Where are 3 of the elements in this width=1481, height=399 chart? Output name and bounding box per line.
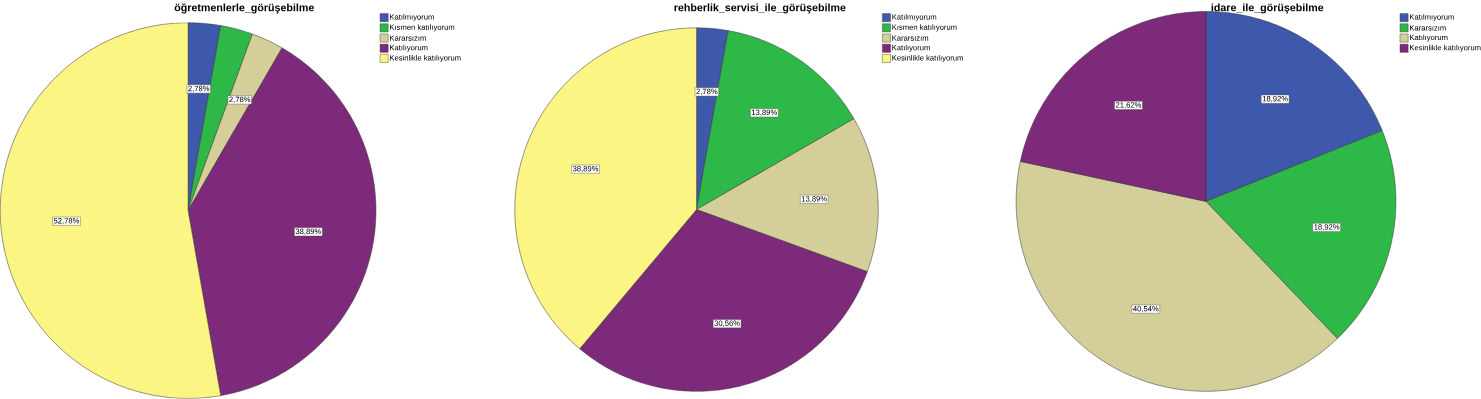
chart-title: öğretmenlerle_görüşebilme [174, 3, 314, 14]
chart-title: rehberlik_servisi_ile_görüşebilme [674, 3, 846, 14]
chart-title: idare_ile_görüşebilme [1211, 3, 1324, 14]
